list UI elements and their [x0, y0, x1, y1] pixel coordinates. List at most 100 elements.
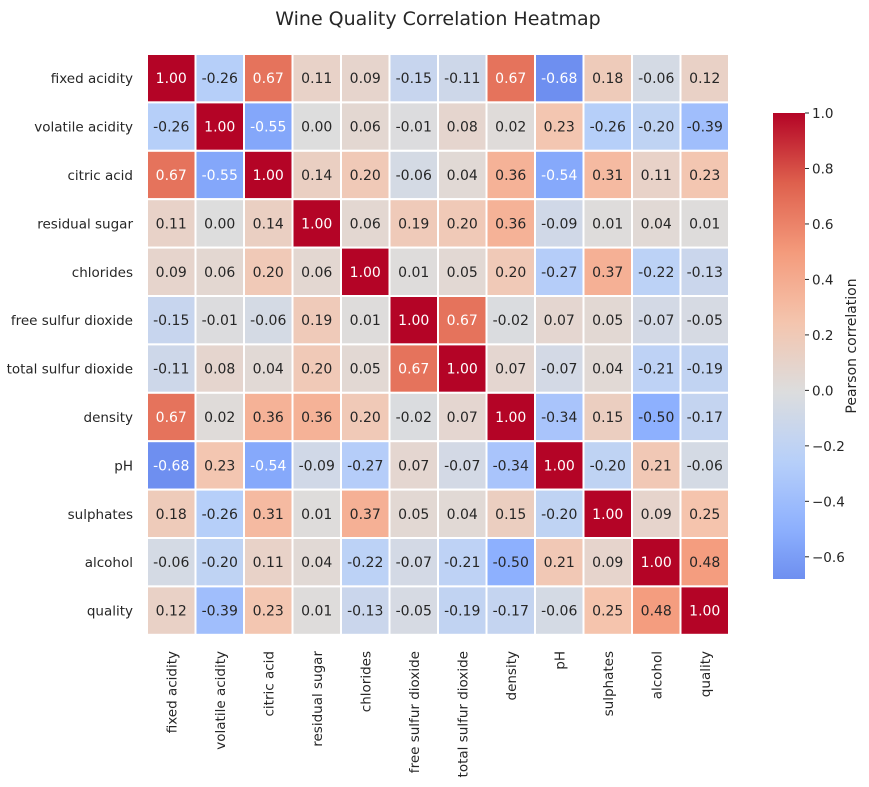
cell-value-label: -0.39: [687, 120, 723, 136]
colorbar-tick-label: −0.6: [812, 550, 845, 566]
cell-value-label: 0.09: [156, 265, 187, 281]
heatmap-cell: [388, 537, 439, 588]
cell-value-label: 0.37: [350, 507, 381, 523]
cell-value-label: -0.54: [250, 458, 286, 474]
cell-value-label: -0.21: [444, 555, 480, 571]
heatmap-cell: [437, 343, 488, 394]
heatmap-cell: [485, 537, 536, 588]
cell-value-label: -0.07: [396, 555, 432, 571]
heatmap-cell: [340, 343, 391, 394]
heatmap-cell: [582, 101, 633, 152]
cell-value-label: 0.25: [689, 507, 720, 523]
cell-value-label: -0.68: [541, 71, 577, 87]
column-label: volatile acidity: [213, 651, 229, 750]
cell-value-label: 1.00: [156, 71, 187, 87]
colorbar-tick-label: 0.2: [812, 328, 833, 344]
cell-value-label: -0.27: [541, 265, 577, 281]
cell-value-label: 0.02: [495, 120, 526, 136]
heatmap-cell: [582, 585, 633, 636]
heatmap-cell: [194, 537, 245, 588]
cell-value-label: 0.67: [156, 168, 187, 184]
cell-value-label: 0.01: [592, 216, 623, 232]
cell-value-label: 0.19: [301, 313, 332, 329]
cell-value-label: 0.36: [495, 168, 526, 184]
heatmap-cell: [679, 537, 730, 588]
cell-value-label: 0.06: [350, 120, 381, 136]
colorbar-gradient: [773, 113, 805, 579]
cell-value-label: 0.12: [689, 71, 720, 87]
cell-value-label: 0.05: [398, 507, 429, 523]
cell-value-label: 0.00: [204, 216, 235, 232]
cell-value-label: 0.09: [641, 507, 672, 523]
cell-value-label: 0.48: [689, 555, 720, 571]
heatmap-cell: [485, 488, 536, 540]
cell-value-label: 0.07: [495, 362, 526, 378]
heatmap-cell: [679, 198, 730, 249]
cell-value-label: 0.37: [592, 265, 623, 281]
cell-value-label: -0.13: [687, 265, 723, 281]
heatmap-cell: [243, 149, 294, 201]
heatmap-cell: [194, 585, 245, 636]
cell-value-label: -0.06: [687, 458, 723, 474]
cell-value-label: 0.11: [641, 168, 672, 184]
cell-value-label: 0.09: [350, 71, 381, 87]
heatmap-cell: [146, 295, 197, 346]
cell-value-label: 0.01: [350, 313, 381, 329]
cell-value-label: 1.00: [204, 120, 235, 136]
cell-value-label: -0.01: [396, 120, 432, 136]
cell-value-label: 0.11: [253, 555, 284, 571]
cell-value-label: 0.00: [301, 120, 332, 136]
heatmap-cell: [437, 391, 488, 443]
heatmap-cell: [437, 488, 488, 540]
cell-value-label: -0.07: [638, 313, 674, 329]
cell-value-label: 0.36: [495, 216, 526, 232]
heatmap-cell: [291, 101, 342, 152]
cell-value-label: 1.00: [641, 555, 672, 571]
cell-value-label: 1.00: [495, 410, 526, 426]
cell-value-label: -0.27: [347, 458, 383, 474]
colorbar-tick-label: 0.4: [812, 272, 833, 288]
cell-value-label: 0.67: [447, 313, 478, 329]
cell-value-label: 0.67: [253, 71, 284, 87]
colorbar-tick-label: 0.6: [812, 217, 833, 233]
cell-value-label: 0.36: [301, 410, 332, 426]
heatmap-cell: [679, 391, 730, 443]
cell-value-label: 0.21: [641, 458, 672, 474]
cell-value-label: 0.04: [592, 362, 623, 378]
cell-value-label: -0.26: [202, 71, 238, 87]
cell-value-label: 1.00: [544, 458, 575, 474]
heatmap-cell: [243, 246, 294, 298]
cell-value-label: 0.67: [398, 362, 429, 378]
cell-value-label: -0.34: [493, 458, 529, 474]
cell-value-label: -0.17: [493, 604, 529, 620]
column-label: chlorides: [358, 651, 374, 712]
cell-value-label: 0.02: [204, 410, 235, 426]
cell-value-label: 0.36: [253, 410, 284, 426]
row-label: chlorides: [72, 265, 133, 281]
cell-value-label: 0.20: [253, 265, 284, 281]
column-label: pH: [552, 651, 568, 670]
heatmap-cell: [340, 246, 391, 298]
cell-value-label: 0.07: [544, 313, 575, 329]
cell-value-label: 0.06: [301, 265, 332, 281]
cell-value-label: 0.20: [447, 216, 478, 232]
cell-value-label: 1.00: [398, 313, 429, 329]
column-label: quality: [698, 651, 714, 697]
colorbar-tick-label: 1.0: [812, 106, 833, 122]
cell-value-label: 0.04: [253, 362, 284, 378]
cell-value-label: 0.04: [301, 555, 332, 571]
cell-value-label: 0.01: [398, 265, 429, 281]
colorbar-tick-label: −0.2: [812, 439, 845, 455]
cell-value-label: -0.15: [153, 313, 189, 329]
row-label: alcohol: [85, 555, 133, 571]
column-label: citric acid: [261, 651, 277, 717]
heatmap-cell: [437, 295, 488, 346]
heatmap-cell: [679, 585, 730, 636]
heatmap-cell: [194, 488, 245, 540]
cell-value-label: 0.14: [301, 168, 332, 184]
cell-value-label: -0.06: [396, 168, 432, 184]
row-label: quality: [87, 604, 133, 620]
heatmap-cell: [194, 343, 245, 394]
